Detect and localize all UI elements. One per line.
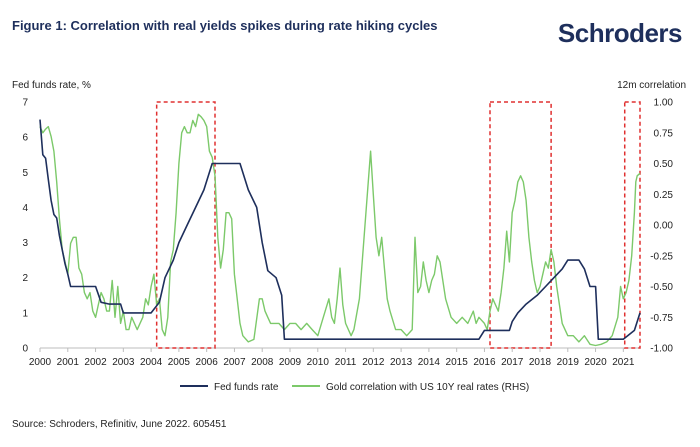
- right-tick-label: 0.50: [654, 159, 674, 170]
- right-tick-label: 1.00: [654, 98, 674, 109]
- right-tick-label: -0.75: [650, 313, 673, 324]
- x-tick-label: 2015: [446, 357, 469, 368]
- source-note: Source: Schroders, Refinitiv, June 2022.…: [12, 419, 227, 430]
- highlight-period-box: [489, 101, 552, 349]
- x-tick-label: 2010: [307, 357, 330, 368]
- left-tick-label: 0: [22, 344, 28, 355]
- x-tick-label: 2018: [529, 357, 552, 368]
- x-tick-label: 2013: [390, 357, 413, 368]
- x-tick-label: 2008: [251, 357, 274, 368]
- right-tick-label: -1.00: [650, 344, 673, 355]
- x-tick-label: 2006: [196, 357, 219, 368]
- x-tick-label: 2020: [584, 357, 607, 368]
- x-tick-label: 2003: [112, 357, 135, 368]
- x-tick-label: 2007: [223, 357, 246, 368]
- right-axis-label: 12m correlation: [617, 80, 686, 91]
- right-tick-label: -0.50: [650, 282, 673, 293]
- x-tick-label: 2004: [140, 357, 163, 368]
- legend: Fed funds rate Gold correlation with US 1…: [180, 382, 529, 393]
- highlight-boxes: [155, 101, 641, 349]
- left-tick-label: 1: [22, 308, 28, 319]
- series-lines: [39, 113, 641, 347]
- left-tick-label: 6: [22, 133, 28, 144]
- highlight-period-box: [155, 101, 216, 349]
- x-tick-label: 2002: [84, 357, 107, 368]
- right-tick-label: 0.75: [654, 128, 674, 139]
- right-tick-label: 0.25: [654, 190, 674, 201]
- legend-label-fed: Fed funds rate: [214, 382, 279, 393]
- fed-funds-line: [39, 119, 641, 341]
- right-tick-label: -0.25: [650, 251, 673, 262]
- x-tick-label: 2009: [279, 357, 302, 368]
- x-tick-label: 2021: [612, 357, 635, 368]
- axis-ticks: 0 1 2 3 4 5 6 7 -1.00 -0.75 -0.50 -0.25 0.00 0.25 0.50…: [22, 98, 673, 369]
- gold-correlation-line: [39, 113, 641, 347]
- left-tick-label: 7: [22, 98, 28, 109]
- x-tick-label: 2011: [335, 357, 357, 368]
- left-tick-label: 2: [22, 273, 28, 284]
- x-tick-label: 2019: [557, 357, 580, 368]
- left-tick-label: 3: [22, 238, 28, 249]
- schroders-logo: Schroders: [557, 18, 683, 48]
- x-tick-label: 2001: [57, 357, 80, 368]
- x-tick-label: 2000: [29, 357, 52, 368]
- right-tick-label: 0.00: [654, 221, 674, 232]
- left-tick-label: 5: [22, 168, 28, 179]
- legend-label-gold: Gold correlation with US 10Y real rates …: [326, 382, 529, 393]
- x-tick-label: 2016: [473, 357, 496, 368]
- highlight-period-box: [623, 101, 641, 349]
- left-axis-label: Fed funds rate, %: [12, 80, 91, 91]
- left-tick-label: 4: [22, 203, 28, 214]
- x-tick-label: 2014: [418, 357, 441, 368]
- x-tick-label: 2012: [362, 357, 385, 368]
- x-tick-label: 2017: [501, 357, 524, 368]
- chart-title: Figure 1: Correlation with real yields s…: [12, 18, 438, 33]
- x-tick-label: 2005: [168, 357, 191, 368]
